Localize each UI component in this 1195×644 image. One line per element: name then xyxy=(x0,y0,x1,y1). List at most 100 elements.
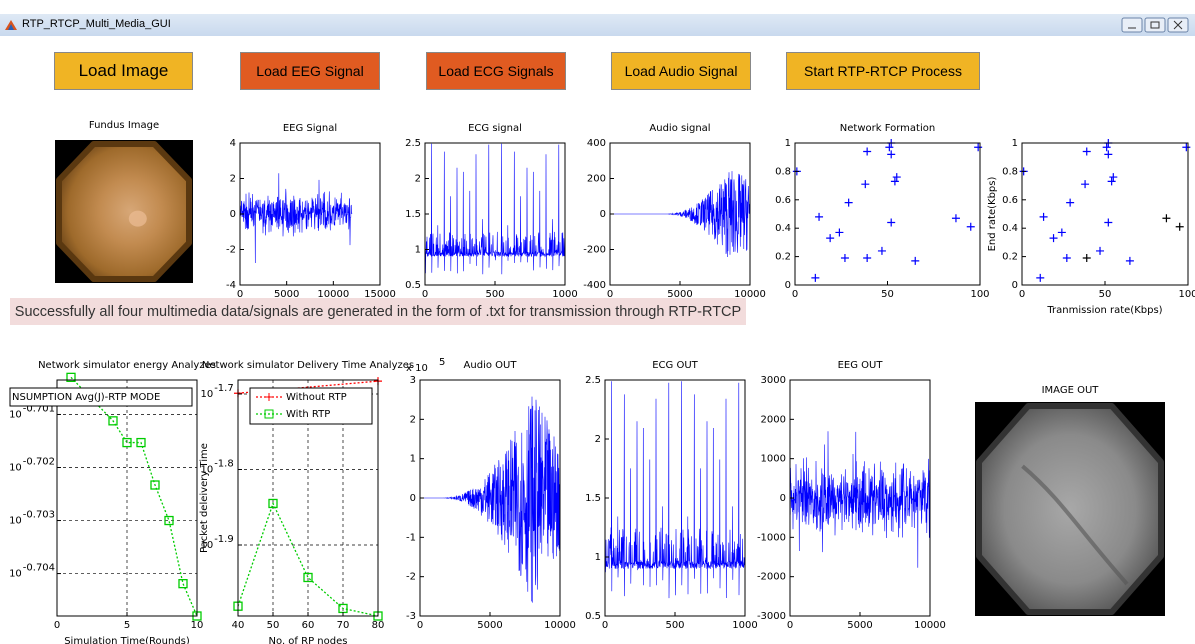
image-content xyxy=(56,141,192,282)
marker xyxy=(951,214,960,223)
y-tick-label: 0.4 xyxy=(775,223,791,234)
y-tick-label: 0 xyxy=(410,493,416,504)
marker xyxy=(150,480,160,490)
y-tick-label: 0.8 xyxy=(775,166,791,177)
marker xyxy=(1057,228,1066,237)
y-tick-label: 0 xyxy=(785,280,791,291)
marker xyxy=(1182,143,1191,152)
legend-box xyxy=(249,387,373,425)
marker xyxy=(1107,177,1116,186)
button[interactable]: Load Image xyxy=(54,52,193,90)
x-tick-label: 80 xyxy=(372,620,385,631)
y-tick-label: 1 xyxy=(410,454,416,465)
x-tick-label: 100 xyxy=(970,289,989,300)
marker xyxy=(887,150,896,159)
axes-frame xyxy=(609,142,751,286)
marker xyxy=(1039,212,1048,221)
image-detail xyxy=(1021,464,1129,586)
plot-title: Audio signal xyxy=(649,123,710,134)
marker xyxy=(1109,173,1118,182)
x-axis-label: No. of RP nodes xyxy=(269,636,348,644)
window-controls[interactable] xyxy=(1121,17,1191,33)
plot-title: ECG signal xyxy=(468,123,522,134)
axes-frame xyxy=(1021,142,1189,286)
legend-label: With RTP xyxy=(286,409,330,420)
marker xyxy=(792,167,801,176)
y-tick-exponent: -1.7 xyxy=(214,383,234,394)
marker xyxy=(1062,254,1071,263)
x-tick-label: 0 xyxy=(792,289,798,300)
y-tick-label: 3000 xyxy=(761,375,786,386)
marker xyxy=(136,437,146,448)
image-detail xyxy=(128,210,147,227)
y-tick-exponent: -1.8 xyxy=(214,458,234,469)
axes-box xyxy=(605,380,745,616)
y-tick-label: 10 xyxy=(200,540,213,551)
x-tick-label: 50 xyxy=(881,289,894,300)
marker xyxy=(303,572,313,583)
marker xyxy=(887,139,896,147)
axes-box xyxy=(795,143,980,285)
y-tick-label: 2.5 xyxy=(405,138,421,149)
y-tick-label: -2 xyxy=(406,572,416,583)
x-tick-label: 40 xyxy=(232,620,245,631)
signal-trace xyxy=(604,381,746,599)
axes-frame xyxy=(604,379,746,617)
plot-title: Network simulator energy Analyzes xyxy=(38,360,216,371)
legend-marker xyxy=(264,409,274,419)
y-tick-label: -4 xyxy=(226,280,236,291)
y-tick-label: 10 xyxy=(9,409,22,420)
x-tick-label: 60 xyxy=(302,620,315,631)
x-axis-label: Simulation Time(Rounds) xyxy=(64,636,190,644)
y-tick-label: -2 xyxy=(226,245,236,256)
x-tick-label: 0 xyxy=(417,620,423,631)
y-tick-label: 2 xyxy=(595,434,601,445)
marker xyxy=(233,601,243,611)
button[interactable]: Load Audio Signal xyxy=(611,52,751,90)
y-tick-label: 0 xyxy=(780,493,786,504)
marker xyxy=(966,222,975,231)
axes-box xyxy=(790,380,930,616)
axis-multiplier-exponent: 5 xyxy=(439,357,445,368)
marker xyxy=(192,611,202,621)
marker xyxy=(890,177,899,186)
marker xyxy=(911,256,920,265)
y-tick-label: 0 xyxy=(230,209,236,220)
plot-title: Network Formation xyxy=(840,123,935,134)
x-tick-label: 0 xyxy=(787,620,793,631)
plot-title: Network simulator Delivery Time Analyzes xyxy=(202,360,414,371)
x-tick-label: 10000 xyxy=(544,620,576,631)
marker xyxy=(1102,143,1111,152)
image-frame xyxy=(975,402,1165,616)
x-tick-label: 1000 xyxy=(732,620,757,631)
marker xyxy=(164,515,174,526)
axes-frame xyxy=(794,142,981,286)
y-tick-label: 1.5 xyxy=(585,493,601,504)
button[interactable]: Start RTP-RTCP Process xyxy=(786,52,980,90)
marker xyxy=(1036,273,1045,282)
marker xyxy=(1081,180,1090,189)
marker xyxy=(863,254,872,263)
axis-multiplier: x 10 xyxy=(406,363,428,374)
y-tick-label: -1000 xyxy=(757,532,786,543)
marker xyxy=(1162,214,1171,223)
marker xyxy=(178,578,188,589)
y-tick-label: 10 xyxy=(9,569,22,580)
button[interactable]: Load EEG Signal xyxy=(240,52,380,90)
axes-box xyxy=(240,143,380,285)
y-tick-label: -2000 xyxy=(757,572,786,583)
marker xyxy=(1104,218,1113,227)
marker xyxy=(863,147,872,156)
y-tick-label: 0.6 xyxy=(1002,195,1018,206)
y-tick-label: 200 xyxy=(587,174,606,185)
plot-title: EEG Signal xyxy=(283,123,337,134)
marker xyxy=(1125,256,1134,265)
x-tick-label: 70 xyxy=(337,620,350,631)
x-axis-label: Tranmission rate(Kbps) xyxy=(1046,305,1162,316)
button[interactable]: Load ECG Signals xyxy=(426,52,566,90)
marker xyxy=(1082,254,1091,263)
image-content xyxy=(976,403,1164,615)
y-tick-label: 0.6 xyxy=(775,195,791,206)
axes-box xyxy=(420,380,560,616)
signal-trace xyxy=(420,396,561,603)
